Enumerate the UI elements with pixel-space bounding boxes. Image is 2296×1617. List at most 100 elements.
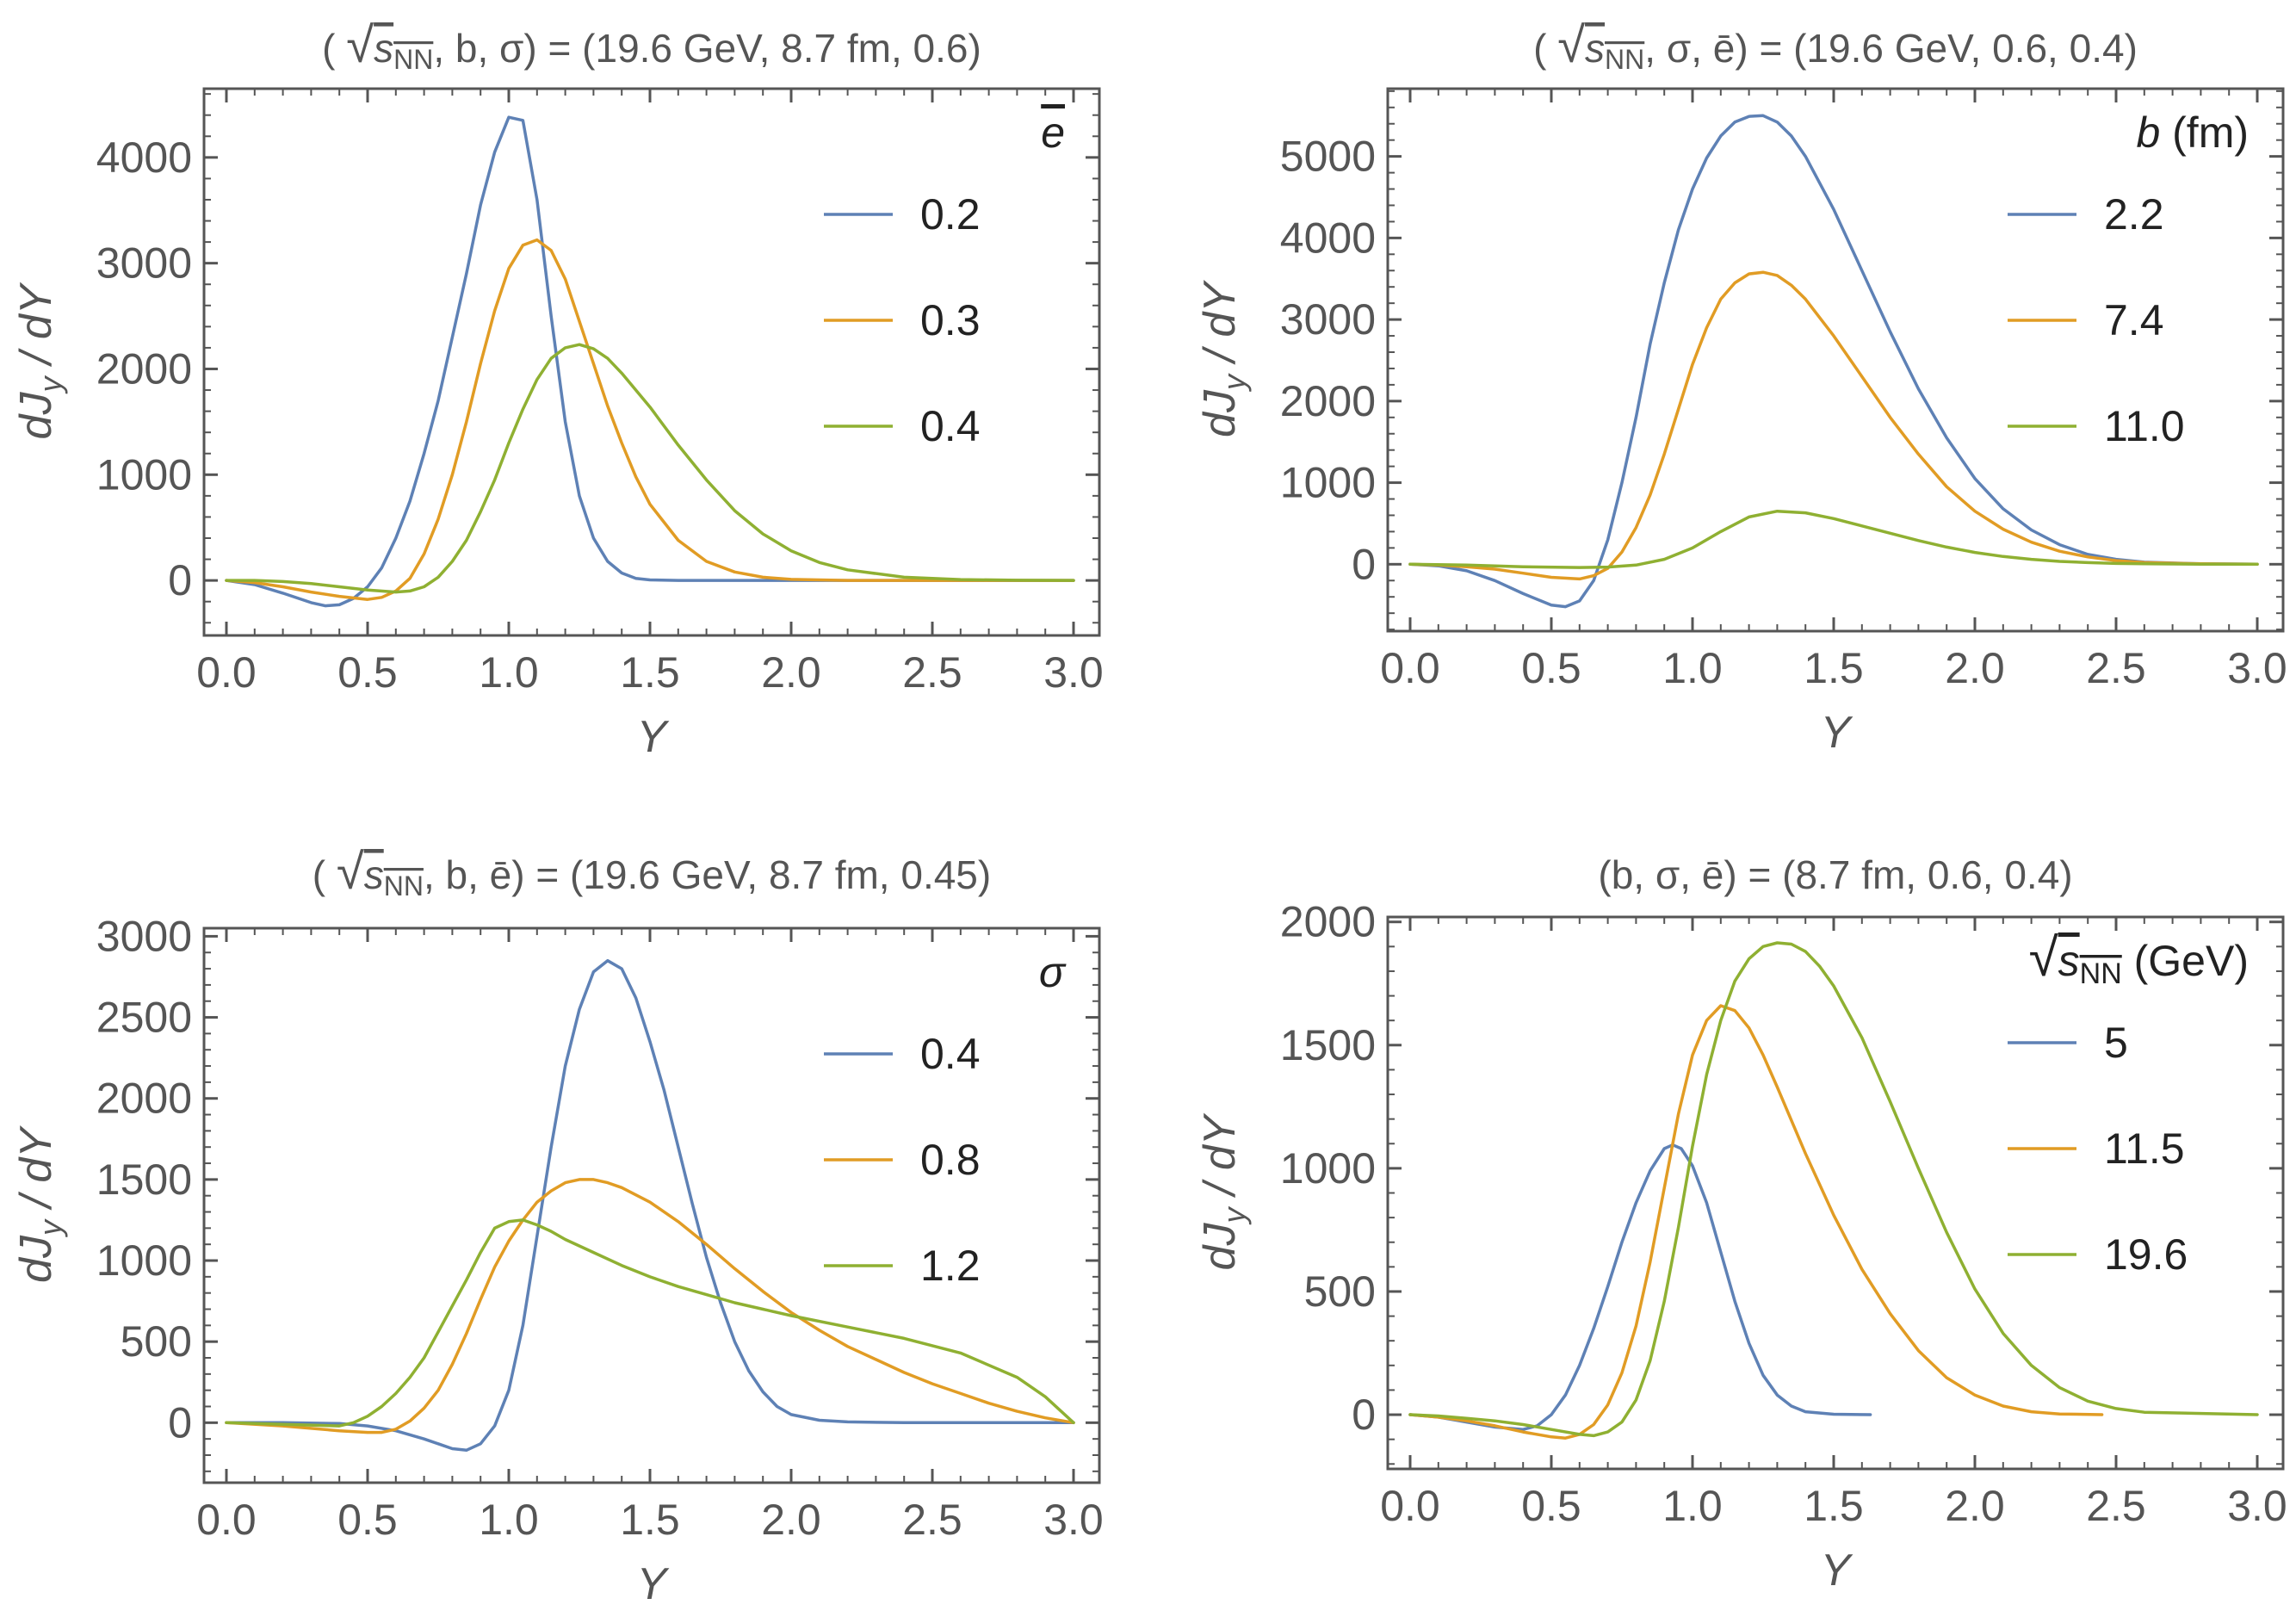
legend-label: 0.2 [920,190,981,239]
x-tick-label: 0.0 [1380,644,1440,692]
y-axis-title: dJy / dY [1195,280,1252,437]
y-tick-label: 1500 [96,1155,192,1204]
y-axis-title: dJy / dY [1195,1112,1252,1270]
panel-title: ( √sNN, b, ē) = (19.6 GeV, 8.7 fm, 0.45) [313,844,991,901]
y-axis-title: dJy / dY [11,282,68,439]
x-tick-label: 0.0 [196,1496,257,1544]
x-tick-label: 2.5 [902,648,962,697]
panel-2: 0.0 0.5 1.0 1.5 2.0 2.5 3.0 0 1000 2000 3000 4000 50… [1195,17,2287,758]
y-tick-label: 0 [168,1398,192,1447]
x-tick-label: 0.5 [1521,644,1581,692]
x-tick-label: 3.0 [1043,1496,1104,1544]
y-tick-label: 2500 [96,994,192,1042]
y-tick-label: 500 [1304,1267,1376,1316]
panel-title: ( √sNN, b, σ) = (19.6 GeV, 8.7 fm, 0.6) [322,17,981,75]
x-axis-title: Y [637,1559,670,1609]
series-line-11-5 [1408,1004,2104,1440]
y-tick-label: 0 [168,556,192,604]
legend-label: 5 [2104,1019,2128,1067]
x-tick-label: 1.5 [620,648,680,697]
series-line-0-4 [225,958,1075,1453]
panel-1: 0.0 0.5 1.0 1.5 2.0 2.5 3.0 0 1000 2000 3000 4000 Yd… [11,17,1104,762]
plot-frame [1386,915,2285,1471]
y-tick-label: 4000 [96,133,192,182]
y-tick-label: 2000 [96,1075,192,1123]
y-tick-label: 2000 [1280,377,1376,425]
x-axis-title: Y [1821,708,1854,758]
legend-label: 11.5 [2104,1124,2185,1173]
x-tick-label: 3.0 [2227,1482,2287,1530]
legend-title: b (fm) [2136,108,2249,157]
series-line-2-2 [1408,114,2259,609]
x-tick-label: 0.5 [337,648,398,697]
legend-title: √sNN (GeV) [2029,928,2249,990]
y-tick-label: 3000 [96,239,192,288]
x-tick-label: 2.5 [902,1496,962,1544]
x-tick-label: 1.0 [1662,644,1723,692]
x-tick-label: 1.5 [1804,644,1864,692]
x-tick-label: 2.5 [2086,1482,2146,1530]
panel-title: (b, σ, ē) = (8.7 fm, 0.6, 0.4) [1598,852,2072,897]
y-tick-label: 500 [121,1317,192,1366]
x-tick-label: 1.0 [479,648,539,697]
x-axis-title: Y [1821,1546,1854,1595]
y-tick-label: 1500 [1280,1021,1376,1069]
plot-frame [1386,87,2285,633]
y-tick-label: 3000 [96,912,192,960]
legend-label: 1.2 [920,1242,981,1290]
series-line-11-0 [1408,509,2259,569]
plot-frame [202,87,1101,637]
legend-label: 2.2 [2104,190,2164,239]
series-line-0-4 [225,343,1075,594]
x-tick-label: 3.0 [1043,648,1104,697]
x-tick-label: 1.0 [1662,1482,1723,1530]
x-tick-label: 1.5 [1804,1482,1864,1530]
y-tick-label: 3000 [1280,295,1376,344]
x-tick-label: 0.0 [1380,1482,1440,1530]
series-line-19-6 [1408,941,2259,1438]
series-line-0-2 [225,115,1075,608]
y-tick-label: 1000 [1280,459,1376,507]
panel-3: 0.0 0.5 1.0 1.5 2.0 2.5 3.0 0 500 1000 1500 2000 250… [11,844,1104,1609]
legend-label: 7.4 [2104,296,2164,344]
x-tick-label: 2.0 [1945,644,2005,692]
legend-label: 0.3 [920,296,981,344]
x-tick-label: 0.5 [1521,1482,1581,1530]
panel-title: ( √sNN, σ, ē) = (19.6 GeV, 0.6, 0.4) [1533,17,2138,75]
series-line-7-4 [1408,270,2259,581]
y-tick-label: 0 [1352,540,1376,588]
legend-label: 0.4 [920,402,981,450]
y-tick-label: 1000 [96,1236,192,1285]
y-axis-title: dJy / dY [11,1125,68,1283]
y-tick-label: 0 [1352,1391,1376,1439]
x-tick-label: 3.0 [2227,644,2287,692]
plot-frame [202,926,1101,1484]
series-line-0-3 [225,238,1075,601]
x-tick-label: 0.5 [337,1496,398,1544]
y-tick-label: 1000 [96,450,192,499]
x-tick-label: 2.0 [1945,1482,2005,1530]
y-tick-label: 4000 [1280,214,1376,262]
x-tick-label: 1.5 [620,1496,680,1544]
y-tick-label: 2000 [1280,898,1376,946]
panel-4: 0.0 0.5 1.0 1.5 2.0 2.5 3.0 0 500 1000 1500 2000 YdJ… [1195,852,2287,1595]
series-line-5 [1408,1143,1872,1431]
x-tick-label: 2.0 [761,648,821,697]
x-tick-label: 2.0 [761,1496,821,1544]
legend-label: 0.4 [920,1030,981,1078]
y-tick-label: 1000 [1280,1144,1376,1193]
legend-title: e [1041,108,1065,157]
x-tick-label: 0.0 [196,648,257,697]
legend-label: 19.6 [2104,1230,2188,1279]
x-tick-label: 1.0 [479,1496,539,1544]
legend-title: σ [1039,948,1067,996]
legend-label: 0.8 [920,1136,981,1184]
y-tick-label: 2000 [96,344,192,393]
y-tick-label: 5000 [1280,133,1376,181]
legend-label: 11.0 [2104,402,2185,450]
series-line-0-8 [225,1178,1075,1434]
x-tick-label: 2.5 [2086,644,2146,692]
x-axis-title: Y [637,712,670,762]
series-line-1-2 [225,1218,1075,1428]
